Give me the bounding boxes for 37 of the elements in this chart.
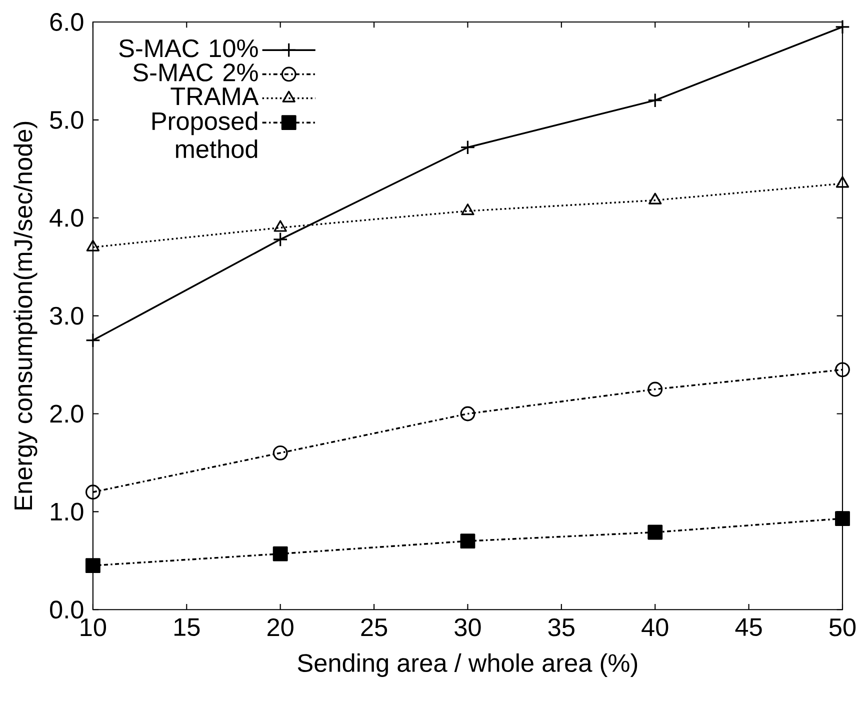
x-tick-label: 50 bbox=[829, 618, 856, 636]
y-tick-label: 0.0 bbox=[50, 600, 84, 619]
x-tick-label: 30 bbox=[454, 618, 481, 636]
y-tick-label: 4.0 bbox=[50, 209, 84, 228]
point bbox=[460, 406, 476, 422]
x-tick-label: 45 bbox=[735, 618, 762, 636]
point bbox=[460, 534, 476, 549]
x-tick-label: 15 bbox=[174, 618, 200, 636]
point bbox=[85, 558, 100, 574]
point bbox=[461, 204, 474, 216]
point bbox=[648, 382, 663, 397]
point bbox=[85, 484, 100, 500]
point bbox=[835, 511, 850, 526]
x-tick-label: 10 bbox=[80, 618, 106, 636]
point bbox=[836, 176, 850, 188]
point bbox=[648, 525, 663, 540]
x-tick-label: 20 bbox=[268, 618, 294, 636]
x-tick-label: 35 bbox=[548, 618, 574, 636]
point bbox=[274, 220, 287, 232]
legend-label: S-MAC 10% bbox=[119, 40, 258, 58]
x-tick-label: 25 bbox=[361, 618, 388, 636]
y-tick-label: 2.0 bbox=[50, 405, 84, 423]
y-tick-label: 1.0 bbox=[50, 502, 84, 521]
y-tick-label: 5.0 bbox=[50, 111, 84, 130]
point bbox=[648, 193, 662, 205]
y-axis-title: Energy consumption(mJ/sec/node) bbox=[14, 122, 38, 510]
x-axis-title: Sending area / whole area (%) bbox=[298, 654, 638, 678]
legend-label: S-MAC 2% bbox=[133, 64, 258, 82]
point bbox=[272, 546, 288, 562]
point bbox=[835, 362, 850, 378]
y-tick-label: 6.0 bbox=[50, 13, 84, 32]
point bbox=[86, 240, 100, 252]
y-tick-label: 3.0 bbox=[50, 307, 84, 325]
point bbox=[272, 446, 288, 461]
legend-label: Proposed method bbox=[152, 112, 258, 158]
legend-label: TRAMA bbox=[170, 88, 259, 106]
x-tick-label: 40 bbox=[642, 618, 668, 636]
